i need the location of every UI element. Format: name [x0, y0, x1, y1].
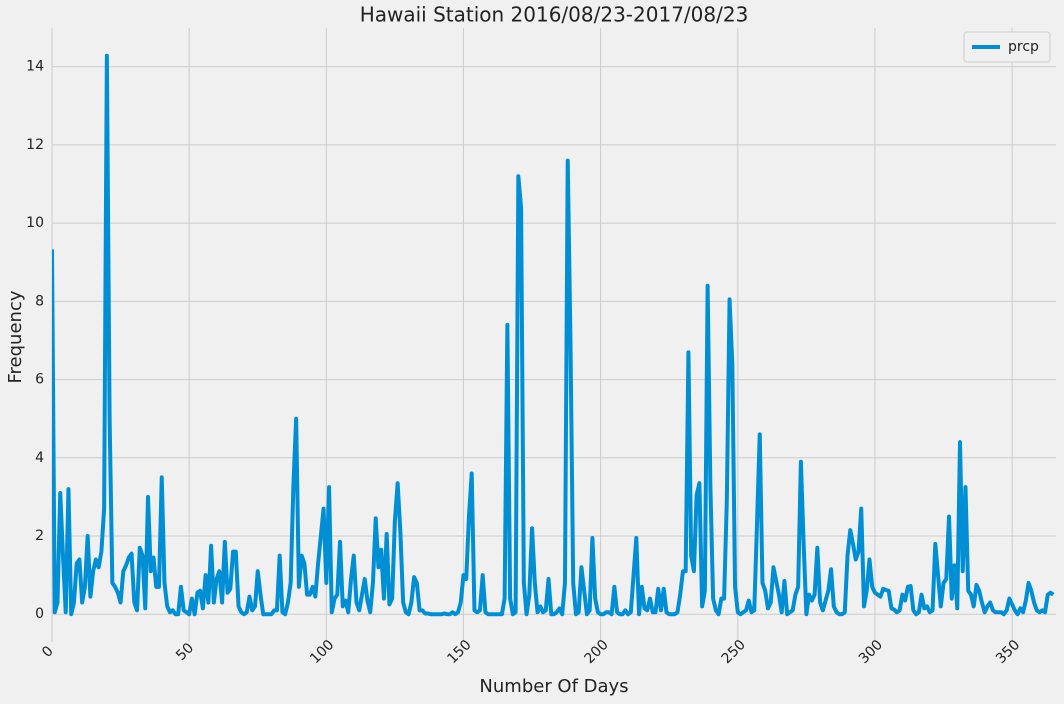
y-tick-label: 4: [35, 450, 44, 466]
x-tick-label: 100: [307, 637, 337, 667]
legend-label: prcp: [1008, 39, 1039, 55]
legend: prcp: [963, 31, 1051, 63]
y-tick-label: 14: [26, 59, 44, 75]
y-tick-label: 8: [35, 293, 44, 309]
x-tick-label: 50: [173, 640, 197, 664]
x-tick-label: 300: [856, 637, 886, 667]
x-tick-label: 250: [719, 637, 749, 667]
plot-area: [52, 53, 1055, 617]
x-tick-label: 350: [993, 637, 1023, 667]
x-tick-label: 200: [582, 637, 612, 667]
y-axis-label: Frequency: [5, 290, 26, 383]
y-tick-label: 0: [35, 606, 44, 622]
x-tick-label: 0: [39, 643, 57, 661]
grid: [51, 28, 1056, 642]
x-tick-label: 150: [444, 637, 474, 667]
y-tick-label: 12: [26, 137, 44, 153]
y-tick-label: 2: [35, 528, 44, 544]
y-tick-label: 6: [35, 372, 44, 388]
chart-title: Hawaii Station 2016/08/23-2017/08/23: [360, 3, 749, 27]
legend-box: [963, 31, 1051, 63]
y-tick-label: 10: [26, 215, 44, 231]
data-line: [52, 53, 1055, 617]
x-axis-label: Number Of Days: [479, 676, 628, 697]
